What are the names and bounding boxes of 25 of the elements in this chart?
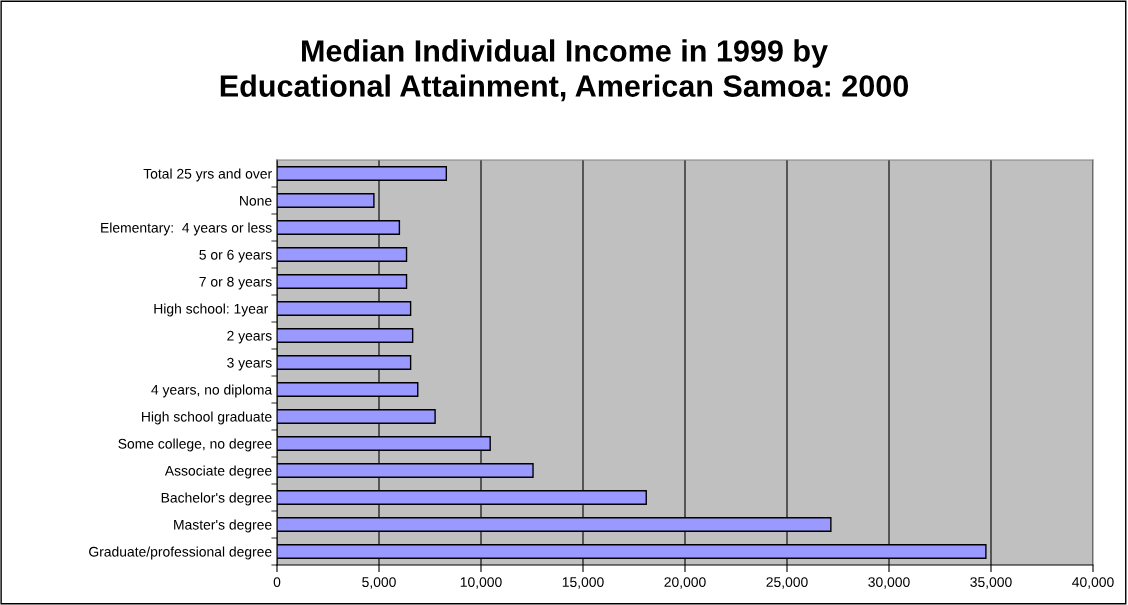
y-tick-label: Associate degree (164, 465, 272, 479)
y-tick-label: Elementary: 4 years or less (101, 222, 272, 236)
x-tick-label: 20,000 (664, 577, 706, 589)
x-tick-label: 10,000 (460, 577, 502, 589)
y-tick-label: High school: 1year (154, 303, 269, 317)
x-tick-label: 15,000 (562, 577, 604, 589)
x-tick-label: 35,000 (970, 577, 1012, 589)
y-tick-label: 5 or 6 years (199, 249, 272, 263)
y-tick-label: Bachelor's degree (161, 492, 272, 506)
x-tick-label: 5,000 (362, 577, 396, 589)
y-tick-label: 2 years (227, 330, 272, 344)
y-tick-label: None (240, 195, 272, 206)
y-tick-label: Master's degree (174, 519, 272, 533)
y-tick-label: Some college, no degree (118, 438, 272, 452)
x-tick-label: 30,000 (868, 577, 910, 589)
y-tick-label: 7 or 8 years (199, 276, 272, 290)
y-tick-label: Total 25 yrs and over (143, 168, 272, 182)
chart-title: Median Individual Income in 1999 by Educational Attainment, American Samoa: 2000 (220, 39, 909, 102)
y-tick-label: High school graduate (142, 411, 272, 425)
y-tick-label: 3 years (227, 357, 272, 371)
x-tick-label: 40,000 (1072, 577, 1114, 589)
y-tick-label: 4 years, no diploma (151, 384, 273, 398)
y-tick-label: Graduate/professional degree (89, 546, 272, 560)
x-tick-label: 25,000 (766, 577, 808, 589)
x-tick-label: 0 (273, 577, 281, 588)
